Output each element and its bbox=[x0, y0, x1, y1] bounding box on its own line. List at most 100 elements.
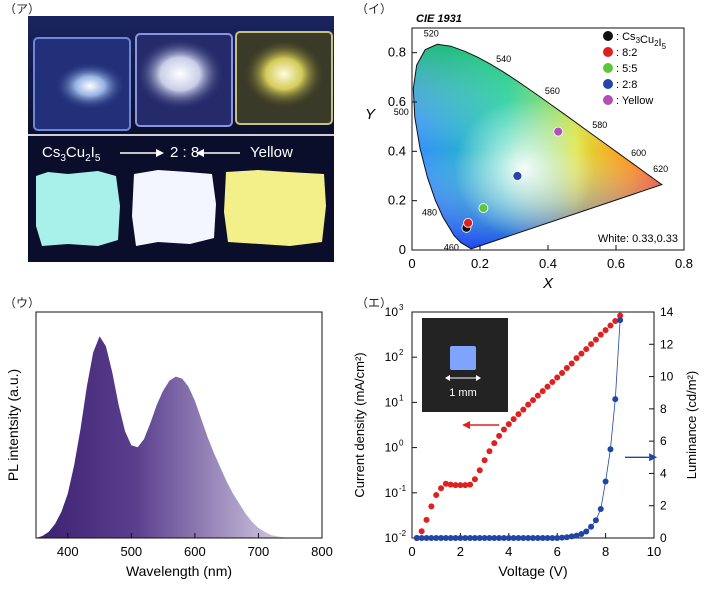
cie-ytick-label-1: 0.2 bbox=[388, 193, 406, 208]
jvl-current-point-19 bbox=[505, 421, 512, 428]
cie-title: CIE 1931 bbox=[416, 13, 462, 25]
cie-point-3 bbox=[512, 171, 523, 181]
jvl-ytick-left-label-2: 10 bbox=[385, 441, 399, 455]
jvl-luminance-point-18 bbox=[500, 535, 507, 541]
cie-legend-tspan: : 8:2 bbox=[616, 47, 637, 59]
cie-white-annotation: White: 0.33,0.33 bbox=[598, 233, 678, 245]
jvl-ytick-right-label-5: 10 bbox=[660, 370, 674, 384]
jvl-ytick-left-exp-2: 0 bbox=[399, 439, 404, 448]
cie-gamut bbox=[413, 44, 662, 249]
jvl-ytick-left-label-1: 10 bbox=[385, 486, 399, 500]
cie-legend-tspan: : 2:8 bbox=[616, 79, 637, 91]
film-middle bbox=[132, 170, 216, 246]
jvl-luminance-point-23 bbox=[525, 535, 532, 541]
jvl-current-point-1 bbox=[418, 528, 425, 535]
jvl-current-point-29 bbox=[554, 374, 561, 381]
jvl-luminance-point-10 bbox=[462, 535, 469, 541]
pl-xtick-label-2: 600 bbox=[184, 544, 206, 559]
jvl-luminance-point-40 bbox=[607, 446, 614, 453]
cie-point-4 bbox=[553, 126, 564, 137]
jvl-inset-scale-right bbox=[476, 375, 481, 381]
cie-legend-marker-4 bbox=[603, 95, 613, 105]
jvl-luminance-point-8 bbox=[452, 535, 459, 541]
jvl-arrow-current-head bbox=[462, 421, 471, 429]
jvl-current-point-15 bbox=[486, 448, 493, 455]
jvl-luminance-point-11 bbox=[467, 535, 474, 541]
jvl-ytick-right-label-0: 0 bbox=[660, 531, 667, 545]
jvl-current-point-7 bbox=[447, 481, 454, 488]
jvl-luminance-point-2 bbox=[423, 535, 430, 541]
jvl-current-point-37 bbox=[592, 336, 599, 343]
jvl-luminance-point-3 bbox=[428, 535, 435, 541]
pl-xtick-label-0: 400 bbox=[57, 544, 79, 559]
jvl-luminance-point-14 bbox=[481, 535, 488, 541]
cie-legend-label-1: : 8:2 bbox=[616, 47, 637, 59]
cie-xtick-label-1: 0.2 bbox=[471, 256, 489, 271]
jvl-current-point-25 bbox=[534, 392, 541, 399]
cie-legend-tspan: I bbox=[659, 37, 662, 49]
cie-wavelength-label-3: 520 bbox=[424, 28, 439, 38]
cie-gamut-white bbox=[413, 44, 662, 249]
jvl-luminance-point-37 bbox=[592, 517, 599, 524]
pl-xtick-label-1: 500 bbox=[120, 544, 142, 559]
cie-xtick-label-4: 0.8 bbox=[675, 256, 693, 271]
cie-locus-outline bbox=[412, 43, 663, 250]
jvl-current-point-27 bbox=[544, 383, 551, 390]
cie-ylabel: Y bbox=[365, 106, 376, 123]
cie-legend-label-4: : Yellow bbox=[616, 95, 653, 107]
pl-xtick-label-4: 800 bbox=[311, 544, 333, 559]
cie-chart: 0 0.2 0.4 0.6 0.8 0 0.2 0.4 0.6 0.8 X Y CIE 1931 460 4… bbox=[365, 13, 693, 292]
jvl-luminance-point-4 bbox=[433, 535, 440, 541]
jvl-luminance-point-34 bbox=[578, 530, 585, 537]
jvl-luminance-point-27 bbox=[544, 535, 551, 541]
jvl-xtick-label-3: 6 bbox=[554, 544, 561, 559]
jvl-current-point-11 bbox=[467, 481, 474, 488]
film-left bbox=[36, 171, 120, 246]
jvl-current-point-9 bbox=[457, 482, 464, 489]
jvl-current-point-4 bbox=[433, 492, 440, 499]
jvl-ytick-left-exp-3: 1 bbox=[399, 393, 404, 402]
jvl-ytick-right-label-3: 6 bbox=[660, 434, 667, 448]
jvl-luminance-point-13 bbox=[476, 535, 483, 541]
jvl-current-point-8 bbox=[452, 482, 459, 489]
jvl-luminance-point-1 bbox=[418, 535, 425, 541]
jvl-luminance-point-5 bbox=[438, 535, 445, 541]
jvl-ytick-right-label-4: 8 bbox=[660, 402, 667, 416]
cie-xtick-label-3: 0.6 bbox=[607, 256, 625, 271]
jvl-current-point-41 bbox=[612, 318, 619, 325]
jvl-current-point-32 bbox=[568, 360, 575, 367]
jvl-ylabel-right: Luminance (cd/m²) bbox=[684, 371, 699, 479]
jvl-current-point-18 bbox=[500, 426, 507, 433]
jvl-luminance-point-25 bbox=[534, 535, 541, 541]
jvl-xtick-label-0: 0 bbox=[408, 544, 415, 559]
jvl-xtick-label-1: 2 bbox=[457, 544, 464, 559]
jvl-luminance-point-22 bbox=[520, 535, 527, 541]
glow-right bbox=[244, 40, 324, 108]
jvl-luminance-point-12 bbox=[471, 535, 478, 541]
jvl-current-point-39 bbox=[602, 327, 609, 334]
jvl-current-point-28 bbox=[549, 379, 556, 386]
jvl-ytick-left-label-3: 10 bbox=[385, 395, 399, 409]
jvl-ytick-left-label-0: 10 bbox=[385, 531, 399, 545]
jvl-current-point-34 bbox=[578, 350, 585, 357]
jvl-xtick-label-2: 4 bbox=[505, 544, 512, 559]
arrow-left-head bbox=[196, 149, 204, 157]
jvl-luminance-point-42 bbox=[617, 317, 624, 324]
jvl-inset-label: 1 mm bbox=[449, 387, 477, 399]
arrow-right-head bbox=[156, 149, 164, 157]
jvl-current-point-14 bbox=[481, 457, 488, 464]
jvl-current-point-12 bbox=[471, 476, 478, 483]
jvl-luminance-point-20 bbox=[510, 535, 517, 541]
jvl-inset-scale-left bbox=[445, 375, 450, 381]
cie-legend-marker-2 bbox=[603, 63, 613, 73]
jvl-luminance-point-16 bbox=[491, 535, 498, 541]
jvl-current-point-3 bbox=[428, 503, 435, 510]
jvl-current-point-17 bbox=[496, 432, 503, 439]
pl-ylabel: PL intentsity (a.u.) bbox=[5, 369, 21, 481]
jvl-current-point-35 bbox=[583, 346, 590, 353]
cie-legend-tspan: Cu bbox=[640, 34, 654, 46]
jvl-current-point-30 bbox=[559, 370, 566, 377]
caption-left: Cs3Cu2I5 bbox=[42, 144, 101, 164]
jvl-current-point-22 bbox=[520, 406, 527, 413]
